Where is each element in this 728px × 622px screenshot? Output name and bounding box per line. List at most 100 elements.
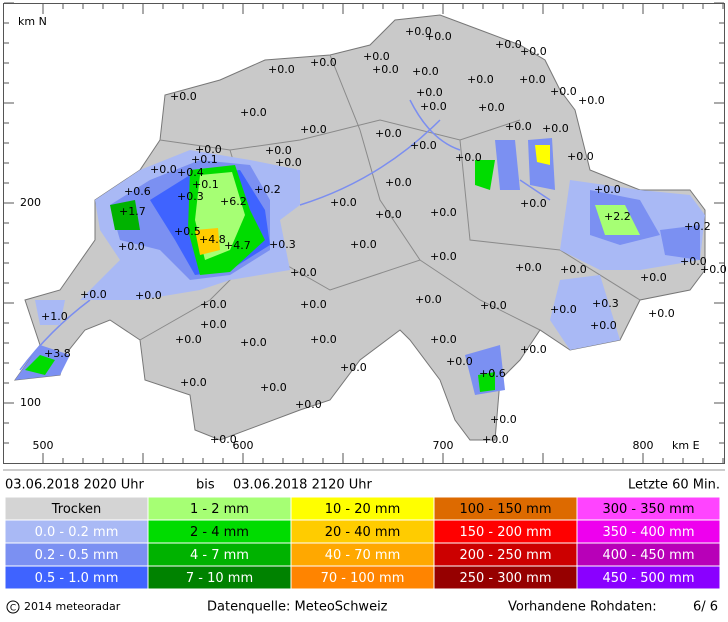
legend-label: 300 - 350 mm [602, 502, 694, 517]
legend-label: 1 - 2 mm [190, 502, 249, 517]
legend-label: 4 - 7 mm [190, 548, 249, 563]
station-reading: +0.0 [640, 271, 667, 284]
x-label: 600 [233, 439, 254, 452]
station-reading: +0.6 [479, 367, 506, 380]
station-reading: +0.0 [430, 206, 457, 219]
station-reading: +0.0 [200, 298, 227, 311]
station-reading: +0.0 [520, 45, 547, 58]
legend-label: 450 - 500 mm [602, 571, 694, 586]
station-reading: +0.0 [295, 398, 322, 411]
north-label: km N [18, 15, 47, 28]
station-reading: +0.0 [680, 255, 707, 268]
station-reading: +0.0 [420, 100, 447, 113]
station-reading: +0.0 [495, 38, 522, 51]
y-label: 200 [20, 196, 41, 209]
copyright-icon [6, 600, 20, 614]
station-reading: +0.0 [560, 263, 587, 276]
lakes-rivers [19, 99, 551, 371]
x-label: 700 [433, 439, 454, 452]
station-reading: +0.0 [300, 123, 327, 136]
station-reading: +0.1 [191, 153, 218, 166]
station-reading: +0.4 [177, 166, 204, 179]
legend-label: 7 - 10 mm [186, 571, 253, 586]
station-reading: +0.0 [275, 156, 302, 169]
legend-label: 0.0 - 0.2 mm [35, 525, 119, 540]
data-source: Datenquelle: MeteoSchweiz [207, 600, 388, 615]
station-reading: +6.2 [220, 195, 247, 208]
station-reading: +0.0 [260, 381, 287, 394]
station-reading: +0.0 [594, 183, 621, 196]
station-reading: +0.0 [385, 176, 412, 189]
station-reading: +0.0 [478, 101, 505, 114]
copyright-c: C [10, 604, 16, 614]
station-reading: +0.0 [268, 63, 295, 76]
x-label: 500 [33, 439, 54, 452]
station-reading: +0.0 [80, 288, 107, 301]
station-reading: +0.0 [567, 150, 594, 163]
station-reading: +0.0 [430, 333, 457, 346]
station-reading: +0.0 [175, 333, 202, 346]
station-reading: +0.0 [412, 65, 439, 78]
period-to: 03.06.2018 2120 Uhr [233, 478, 373, 493]
period-from: 03.06.2018 2020 Uhr [5, 478, 145, 493]
station-reading: +0.0 [455, 151, 482, 164]
legend-label: 70 - 100 mm [321, 571, 405, 586]
station-reading: +1.0 [41, 310, 68, 323]
station-reading: +0.0 [578, 94, 605, 107]
station-reading: +0.5 [174, 225, 201, 238]
station-reading: +0.2 [684, 220, 711, 233]
station-reading: +0.0 [200, 318, 227, 331]
legend-label: 200 - 250 mm [459, 548, 551, 563]
station-reading: +0.0 [519, 73, 546, 86]
station-reading: +0.0 [375, 127, 402, 140]
station-reading: +0.0 [648, 307, 675, 320]
radar-echoes [15, 138, 705, 395]
station-reading: +0.0 [300, 298, 327, 311]
period-window: Letzte 60 Min. [628, 478, 720, 493]
legend-swatch [576, 565, 721, 590]
station-reading: +0.0 [515, 261, 542, 274]
station-reading: +0.0 [405, 25, 432, 38]
east-label: km E [672, 439, 700, 452]
station-reading: +0.0 [363, 50, 390, 63]
legend-label: 250 - 300 mm [459, 571, 551, 586]
station-reading: +0.0 [240, 106, 267, 119]
station-reading: +0.0 [415, 293, 442, 306]
station-reading: +0.0 [372, 63, 399, 76]
station-reading: +0.0 [700, 263, 727, 276]
station-reading: +0.0 [446, 355, 473, 368]
station-reading: +0.0 [290, 266, 317, 279]
legend-label: 100 - 150 mm [459, 502, 551, 517]
legend-label: 400 - 450 mm [602, 548, 694, 563]
station-reading: +0.0 [210, 433, 237, 446]
station-reading: +0.0 [118, 240, 145, 253]
station-reading: +0.0 [590, 319, 617, 332]
station-reading: +0.0 [416, 86, 443, 99]
station-reading: +0.0 [195, 143, 222, 156]
legend-label: Trocken [51, 502, 102, 517]
y-label: 100 [20, 396, 41, 409]
station-reading: +4.7 [224, 239, 251, 252]
legend-label: 20 - 40 mm [325, 525, 401, 540]
station-reading: +0.0 [480, 299, 507, 312]
station-reading: +0.0 [340, 361, 367, 374]
copyright: 2014 meteoradar [24, 600, 121, 613]
station-reading: +0.0 [330, 196, 357, 209]
station-reading: +4.8 [199, 233, 226, 246]
station-reading: +0.0 [375, 208, 402, 221]
station-reading: +0.0 [135, 289, 162, 302]
station-reading: +0.0 [505, 120, 532, 133]
period-sep: bis [196, 478, 215, 493]
station-reading: +0.0 [520, 197, 547, 210]
station-reading: +3.8 [44, 347, 71, 360]
station-reading: +0.6 [124, 185, 151, 198]
station-reading: +0.0 [467, 73, 494, 86]
legend-label: 350 - 400 mm [602, 525, 694, 540]
station-reading: +0.0 [490, 413, 517, 426]
station-reading: +0.0 [410, 139, 437, 152]
station-reading: +2.2 [604, 210, 631, 223]
station-reading: +0.0 [550, 85, 577, 98]
raw-data-value: 6/ 6 [693, 600, 718, 615]
station-reading: +0.0 [170, 90, 197, 103]
